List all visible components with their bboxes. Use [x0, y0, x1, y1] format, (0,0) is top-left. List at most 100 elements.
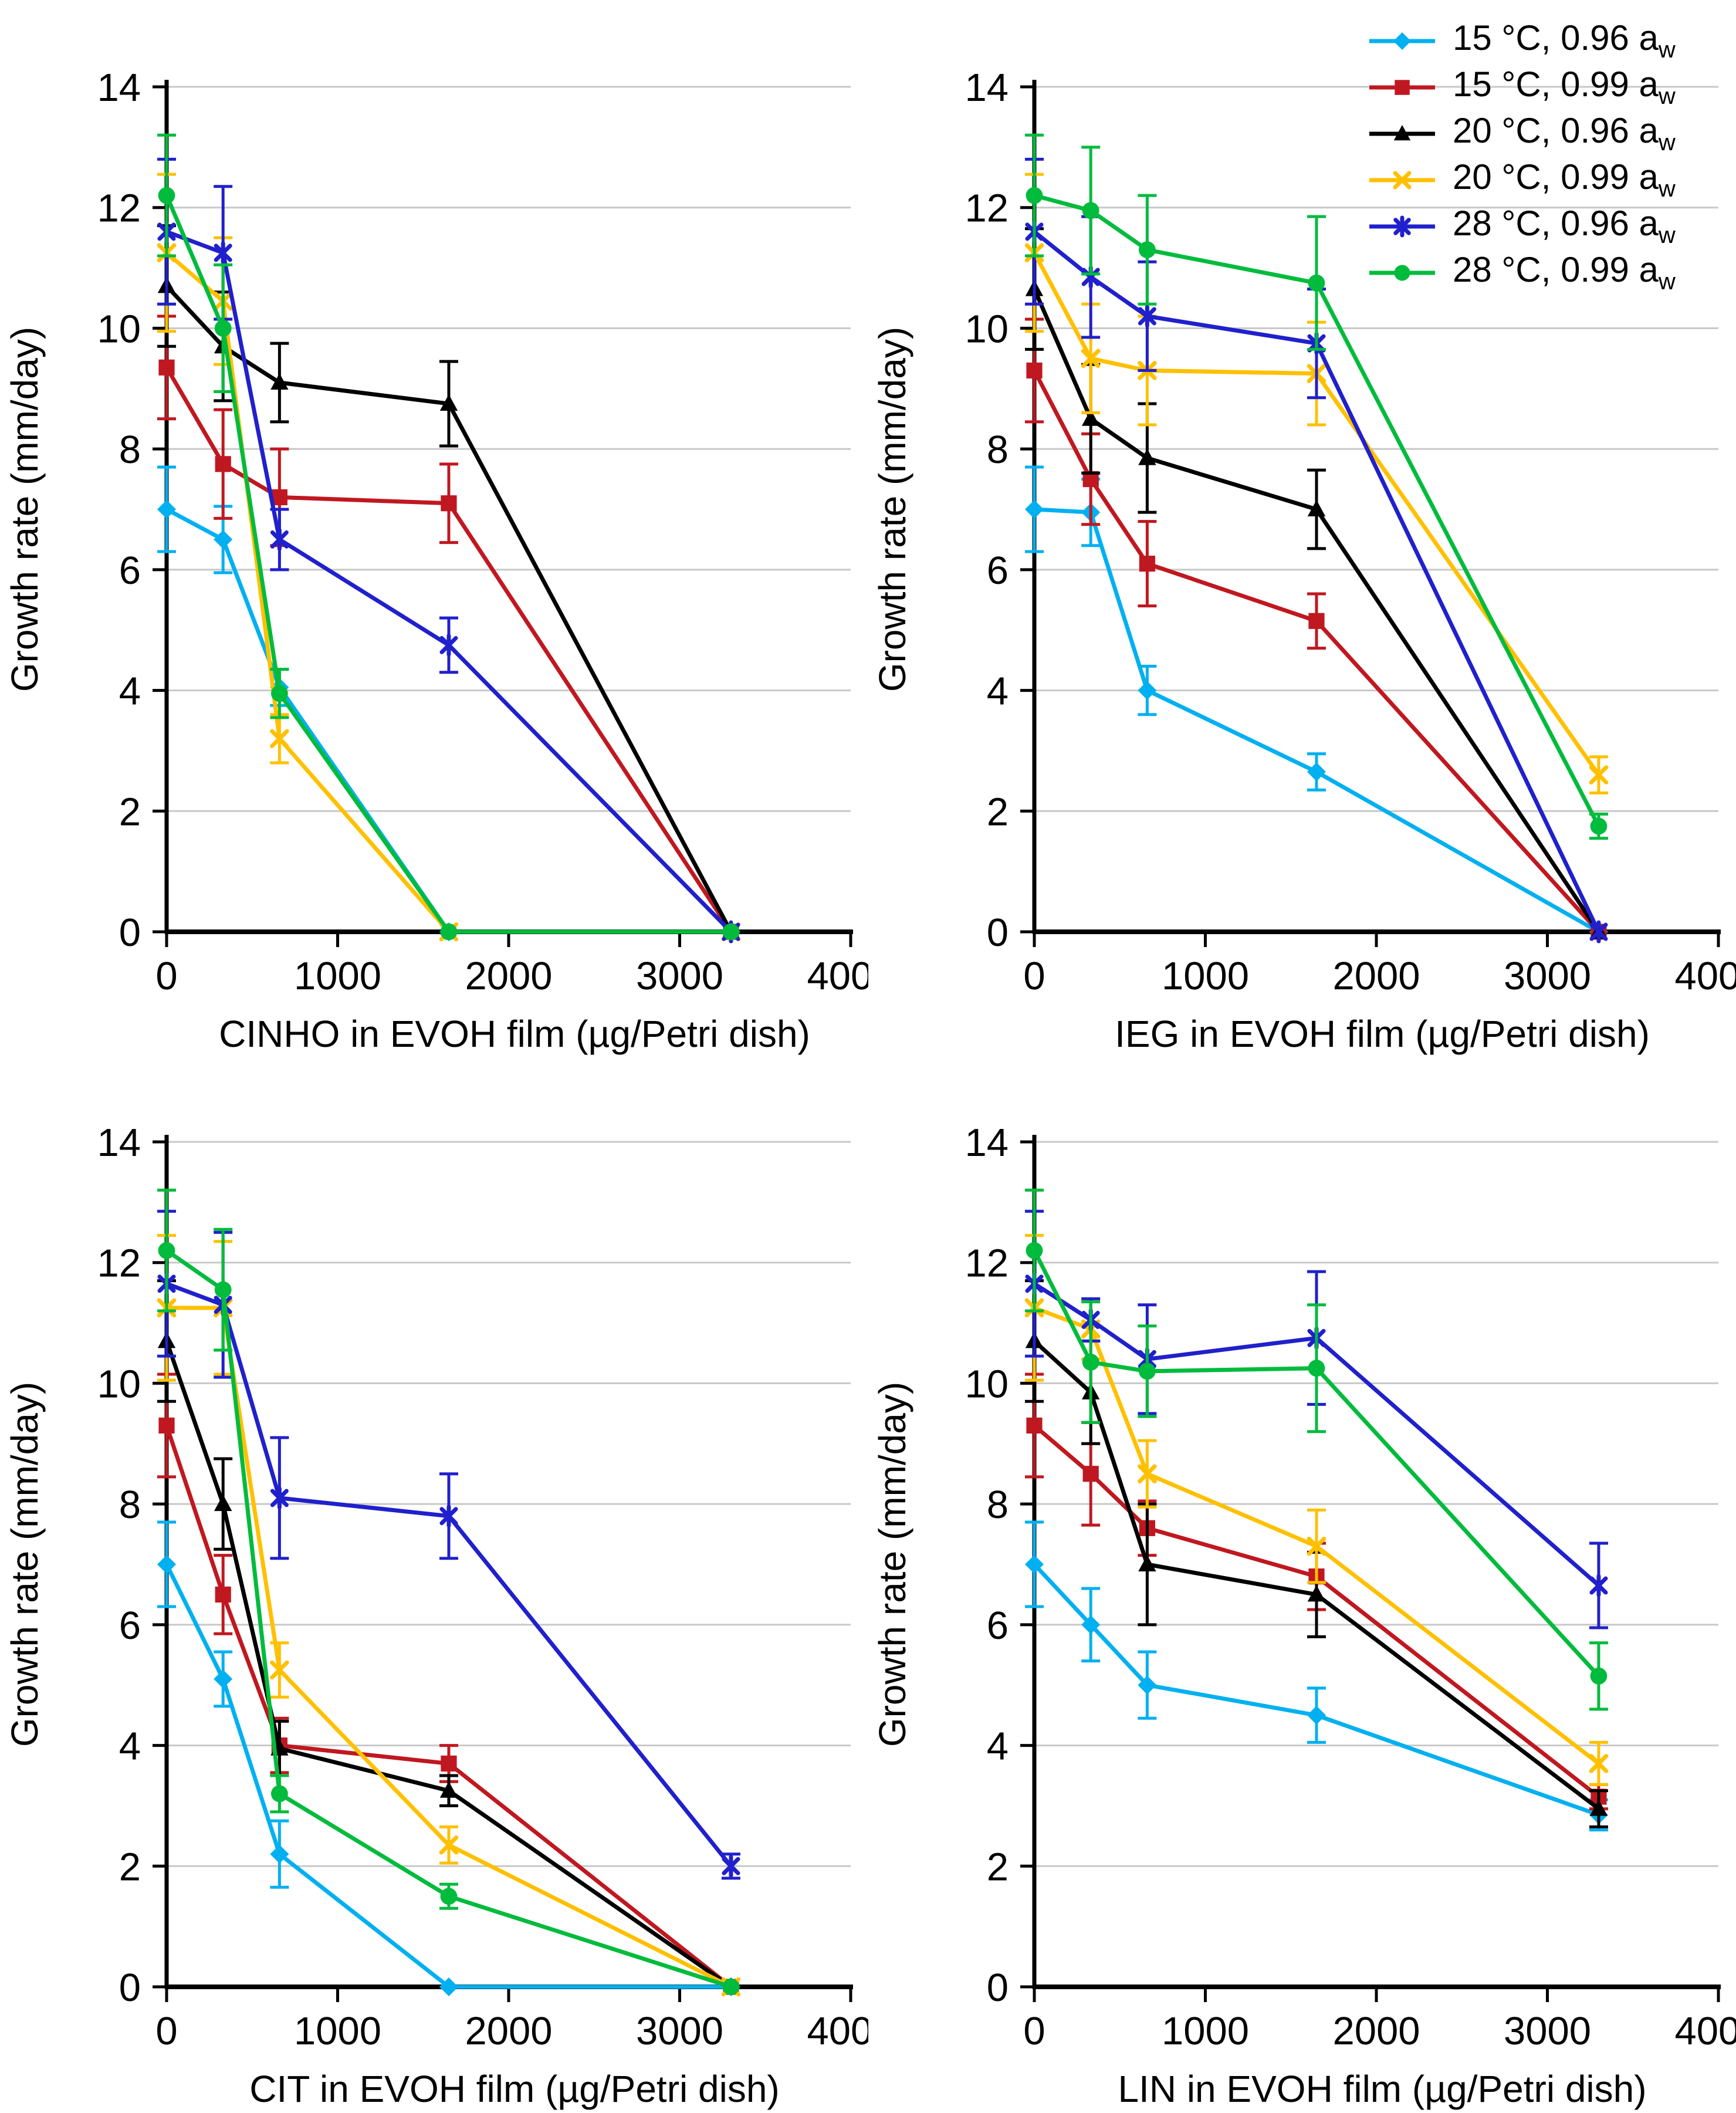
panel-lin: 0 2 4 6 8 10 12 14 0 1000 2000 3000 4000 Growth rate … — [868, 1055, 1736, 2110]
legend-item: 20 °C, 0.99 aw — [1367, 157, 1676, 203]
data-point-marker — [1138, 1363, 1156, 1380]
data-point-marker — [1138, 681, 1157, 700]
chart-lin: 0 2 4 6 8 10 12 14 0 1000 2000 3000 4000 Growth rate … — [871, 1121, 1736, 2110]
legend-marker-x — [1369, 171, 1435, 189]
series-line — [164, 229, 733, 934]
y-tick-label: 10 — [965, 307, 1009, 351]
y-tick-label: 4 — [987, 1725, 1009, 1769]
legend-label-subscript: w — [1658, 36, 1676, 63]
legend: 15 °C, 0.96 aw 15 °C, 0.99 aw 20 °C, 0.96 … — [1367, 18, 1676, 296]
x-tick-label: 3000 — [636, 954, 723, 998]
legend-label: 28 °C, 0.99 aw — [1453, 249, 1676, 295]
y-tick-label: 2 — [119, 1845, 141, 1889]
data-point-marker — [1590, 817, 1608, 835]
data-point-marker — [1589, 765, 1609, 785]
y-tick-label: 10 — [97, 1362, 141, 1406]
data-point-marker — [1026, 362, 1043, 379]
y-tick-label: 10 — [97, 307, 141, 351]
data-point-marker — [441, 495, 457, 512]
data-point-marker — [1082, 202, 1099, 219]
data-point-marker — [215, 456, 231, 472]
data-point-marker — [722, 1978, 740, 1996]
data-point-marker — [270, 729, 289, 749]
y-tick-label: 14 — [97, 66, 141, 110]
y-tick-label: 2 — [987, 1845, 1009, 1889]
x-tick-label: 3000 — [1504, 954, 1591, 998]
legend-item: 28 °C, 0.96 aw — [1367, 203, 1676, 249]
legend-label: 15 °C, 0.99 aw — [1453, 64, 1676, 109]
series-28-c-0-99-aw — [157, 133, 740, 941]
data-point-marker — [439, 1977, 458, 1996]
legend-label: 15 °C, 0.96 aw — [1453, 18, 1676, 63]
y-tick-label: 12 — [97, 187, 141, 231]
data-point-marker — [722, 1854, 740, 1878]
legend-item: 15 °C, 0.96 aw — [1367, 18, 1676, 64]
legend-label-subscript: w — [1658, 268, 1676, 295]
data-point-marker — [270, 1486, 289, 1510]
y-tick-label: 8 — [119, 428, 141, 472]
series-line — [164, 507, 733, 934]
y-tick-label: 0 — [119, 1966, 141, 2010]
y-tick-label: 6 — [987, 1604, 1009, 1648]
data-point-marker — [1307, 500, 1326, 516]
data-point-marker — [1138, 1464, 1157, 1484]
legend-marker-glyph — [1393, 215, 1411, 237]
y-tick-label: 2 — [987, 790, 1009, 834]
panel-cinho: 0 2 4 6 8 10 12 14 0 1000 2000 3000 4000 Growth rate … — [0, 0, 895, 1055]
data-point-marker — [214, 1281, 232, 1299]
series-line — [164, 251, 733, 934]
legend-marker-glyph — [1393, 124, 1411, 140]
x-tick-label: 1000 — [294, 954, 381, 998]
data-point-marker — [1026, 1242, 1043, 1259]
x-tick-label: 3000 — [636, 2009, 723, 2053]
data-point-marker — [157, 1555, 176, 1574]
data-point-marker — [214, 1495, 232, 1512]
chart-cit: 0 2 4 6 8 10 12 14 0 1000 2000 3000 4000 Growth rate … — [4, 1121, 895, 2110]
legend-label: 28 °C, 0.96 aw — [1453, 203, 1676, 248]
data-point-marker — [158, 1417, 175, 1434]
y-tick-label: 14 — [965, 66, 1009, 110]
legend-label-subscript: w — [1658, 175, 1676, 202]
x-axis-title: CIT in EVOH film (µg/Petri dish) — [249, 2068, 779, 2110]
data-point-marker — [1308, 274, 1325, 292]
y-tick-label: 14 — [97, 1121, 141, 1165]
y-tick-label: 4 — [119, 1725, 141, 1769]
data-point-marker — [1138, 448, 1156, 465]
data-point-marker — [1307, 1706, 1326, 1725]
x-tick-label: 2000 — [1332, 2009, 1420, 2053]
x-tick-label: 0 — [155, 2009, 177, 2053]
x-tick-label: 1000 — [1162, 2009, 1249, 2053]
y-tick-label: 6 — [119, 549, 141, 593]
y-tick-label: 8 — [987, 1483, 1009, 1527]
data-point-marker — [1082, 1354, 1099, 1371]
data-point-marker — [1589, 1799, 1608, 1816]
data-point-marker — [1081, 1615, 1101, 1634]
legend-marker-glyph — [1393, 171, 1412, 189]
x-tick-label: 2000 — [465, 954, 552, 998]
series-15-c-0-96-aw — [1025, 1520, 1608, 1832]
data-point-marker — [1081, 409, 1100, 426]
data-point-marker — [158, 359, 175, 376]
data-point-marker — [270, 373, 289, 390]
x-tick-label: 0 — [1023, 954, 1045, 998]
legend-marker-star — [1369, 215, 1435, 237]
data-point-marker — [214, 530, 233, 549]
y-tick-label: 2 — [119, 790, 141, 834]
panel-cit: 0 2 4 6 8 10 12 14 0 1000 2000 3000 4000 Growth rate … — [0, 1055, 895, 2110]
x-tick-label: 0 — [1023, 2009, 1045, 2053]
data-point-marker — [1589, 920, 1608, 944]
data-point-marker — [440, 923, 458, 941]
y-tick-label: 8 — [987, 428, 1009, 472]
y-axis-title: Growth rate (mm/day) — [4, 327, 46, 692]
series-28-c-0-99-aw — [1025, 1188, 1608, 1711]
legend-label-subscript: w — [1658, 129, 1676, 155]
data-point-marker — [1590, 1667, 1608, 1685]
data-point-marker — [1138, 1555, 1156, 1571]
y-tick-label: 12 — [97, 1242, 141, 1286]
x-tick-label: 2000 — [1332, 954, 1420, 998]
legend-marker-glyph — [1394, 265, 1410, 280]
data-point-marker — [722, 923, 740, 941]
data-point-marker — [1025, 500, 1044, 519]
y-tick-label: 0 — [987, 1966, 1009, 2010]
data-point-marker — [1307, 1585, 1326, 1602]
